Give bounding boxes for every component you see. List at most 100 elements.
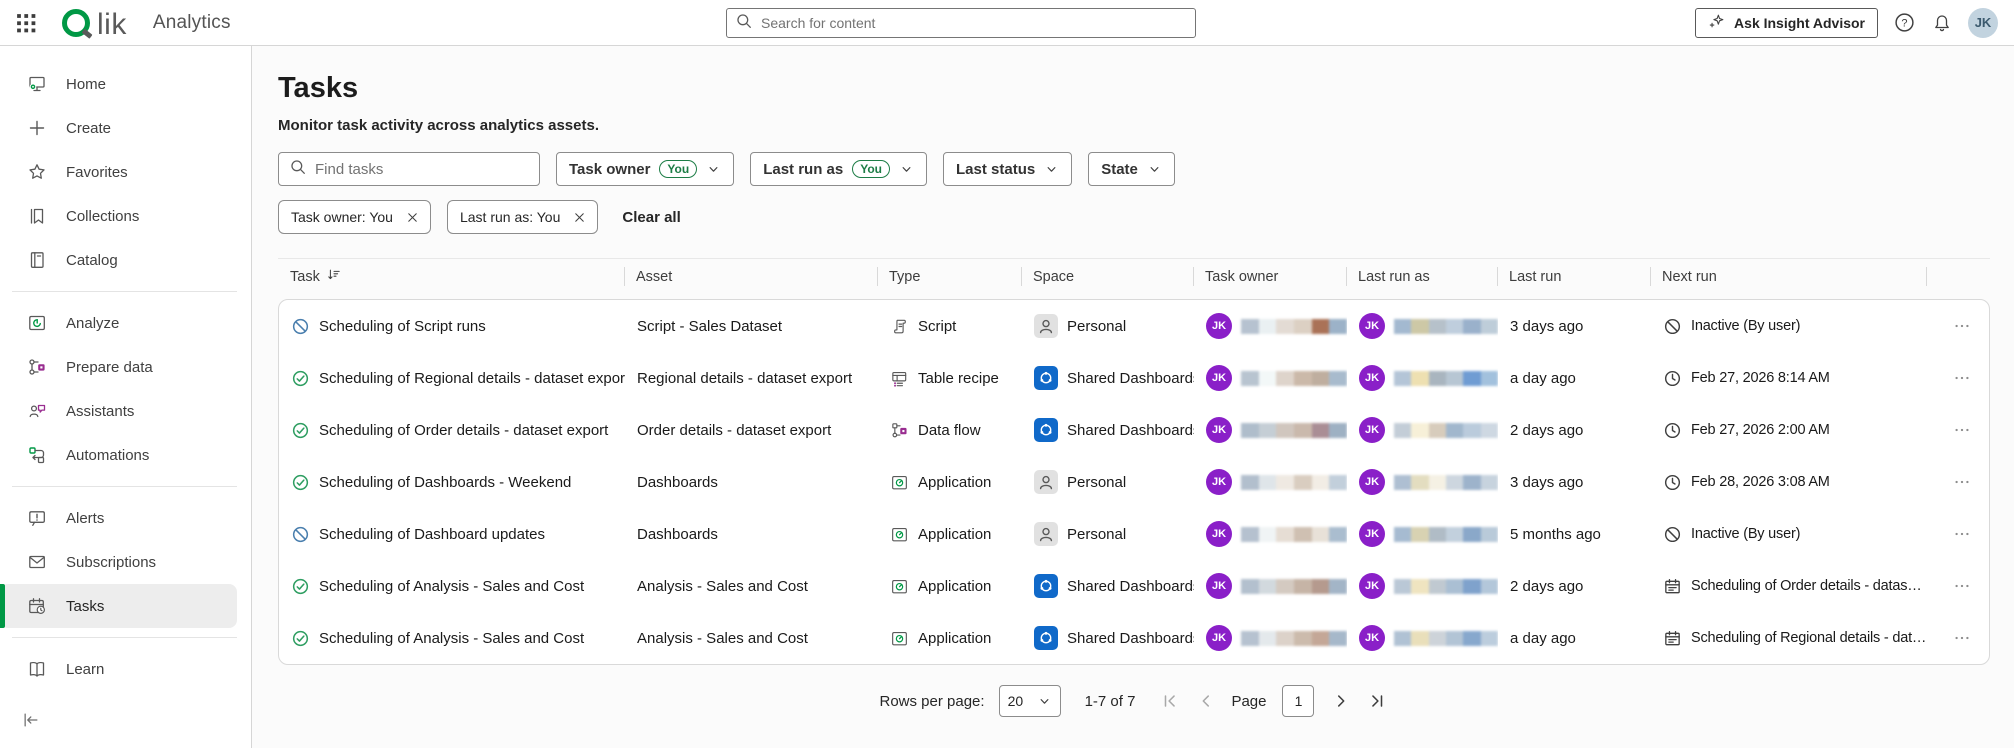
clear-all-button[interactable]: Clear all	[622, 208, 681, 226]
last-run-cell: 5 months ago	[1510, 525, 1601, 543]
task-owner-avatar: JK	[1206, 365, 1232, 391]
sidebar-item-collections[interactable]: Collections	[0, 194, 237, 238]
table-row[interactable]: Scheduling of Dashboards - Weekend Dashb…	[279, 456, 1989, 508]
table-row[interactable]: Scheduling of Analysis - Sales and Cost …	[279, 560, 1989, 612]
sidebar-item-label: Catalog	[66, 251, 118, 269]
sidebar-item-home[interactable]: Home	[0, 62, 237, 106]
clock-icon	[1663, 369, 1682, 388]
last-run-as-avatar: JK	[1359, 625, 1385, 651]
column-header-actions	[1926, 259, 1990, 294]
sidebar-item-learn[interactable]: Learn	[0, 647, 237, 691]
state-filter-button[interactable]: State	[1088, 152, 1175, 186]
page-number-input[interactable]	[1282, 685, 1315, 717]
type-data-flow-icon	[890, 421, 909, 440]
you-badge: You	[659, 160, 698, 178]
last-run-cell: 2 days ago	[1510, 577, 1584, 595]
row-actions-menu-icon[interactable]	[1953, 473, 1971, 491]
remove-chip-icon[interactable]	[405, 210, 420, 225]
last-run-as-avatar: JK	[1359, 573, 1385, 599]
remove-chip-icon[interactable]	[572, 210, 587, 225]
global-search-input[interactable]	[761, 15, 1187, 31]
previous-page-icon[interactable]	[1195, 690, 1217, 712]
first-page-icon[interactable]	[1159, 690, 1181, 712]
sidebar-item-catalog[interactable]: Catalog	[0, 238, 237, 282]
table-row[interactable]: Scheduling of Dashboard updates Dashboar…	[279, 508, 1989, 560]
column-header-task-owner[interactable]: Task owner	[1193, 259, 1346, 294]
column-header-last-run[interactable]: Last run	[1497, 259, 1650, 294]
column-header-task[interactable]: Task	[278, 259, 624, 294]
assistants-icon	[26, 400, 48, 422]
collapse-sidebar-icon[interactable]	[22, 711, 40, 734]
task-owner-filter-button[interactable]: Task owner You	[556, 152, 735, 186]
sidebar-item-alerts[interactable]: Alerts	[0, 496, 237, 540]
sidebar-item-prepare-data[interactable]: Prepare data	[0, 345, 237, 389]
sidebar-divider	[12, 291, 237, 292]
redacted-user-name	[1394, 630, 1498, 646]
sidebar-item-automations[interactable]: Automations	[0, 433, 237, 477]
filter-label: Task owner	[569, 160, 651, 178]
sidebar-item-label: Subscriptions	[66, 553, 157, 571]
column-header-type[interactable]: Type	[877, 259, 1021, 294]
space-shared-icon	[1034, 574, 1058, 598]
rows-per-page-select[interactable]: 20	[998, 685, 1061, 717]
sort-descending-icon[interactable]	[326, 267, 342, 287]
row-actions-menu-icon[interactable]	[1953, 525, 1971, 543]
chevron-down-icon	[1147, 162, 1162, 177]
column-header-last-run-as[interactable]: Last run as	[1346, 259, 1497, 294]
notifications-bell-icon[interactable]	[1930, 11, 1954, 35]
task-name: Scheduling of Analysis - Sales and Cost	[319, 577, 585, 595]
row-actions-menu-icon[interactable]	[1953, 369, 1971, 387]
column-header-space[interactable]: Space	[1021, 259, 1193, 294]
sidebar-item-analyze[interactable]: Analyze	[0, 301, 237, 345]
alerts-icon	[26, 507, 48, 529]
find-tasks-field[interactable]	[278, 152, 540, 186]
ask-insight-advisor-button[interactable]: Ask Insight Advisor	[1695, 7, 1878, 38]
chip-task-owner-you[interactable]: Task owner: You	[278, 200, 431, 234]
global-search[interactable]	[726, 8, 1196, 38]
last-run-as-avatar: JK	[1359, 521, 1385, 547]
chip-label: Task owner: You	[291, 209, 393, 225]
brand-area: lik Analytics	[16, 6, 231, 40]
clock-icon	[1663, 473, 1682, 492]
next-page-icon[interactable]	[1330, 690, 1352, 712]
last-run-cell: a day ago	[1510, 629, 1576, 647]
task-owner-avatar: JK	[1206, 417, 1232, 443]
app-switcher-icon[interactable]	[16, 11, 40, 35]
asset-cell: Dashboards	[637, 473, 718, 491]
row-actions-menu-icon[interactable]	[1953, 629, 1971, 647]
sidebar-item-subscriptions[interactable]: Subscriptions	[0, 540, 237, 584]
page-label: Page	[1231, 692, 1267, 710]
rows-per-page-label: Rows per page:	[879, 692, 985, 710]
column-header-asset[interactable]: Asset	[624, 259, 877, 294]
row-actions-menu-icon[interactable]	[1953, 317, 1971, 335]
inactive-icon	[1663, 525, 1682, 544]
find-tasks-input[interactable]	[315, 160, 529, 178]
tasks-table: Scheduling of Script runs Script - Sales…	[278, 299, 1990, 665]
column-header-next-run[interactable]: Next run	[1650, 259, 1926, 294]
sidebar-divider	[12, 637, 237, 638]
task-status-inactive-icon	[291, 525, 310, 544]
sidebar-item-assistants[interactable]: Assistants	[0, 389, 237, 433]
table-row[interactable]: Scheduling of Analysis - Sales and Cost …	[279, 612, 1989, 664]
chip-last-run-as-you[interactable]: Last run as: You	[446, 200, 599, 234]
sidebar-item-tasks[interactable]: Tasks	[0, 584, 237, 628]
table-row[interactable]: Scheduling of Script runs Script - Sales…	[279, 300, 1989, 352]
sidebar-item-favorites[interactable]: Favorites	[0, 150, 237, 194]
last-run-as-filter-button[interactable]: Last run as You	[750, 152, 928, 186]
task-name: Scheduling of Analysis - Sales and Cost	[319, 629, 585, 647]
filter-label: State	[1101, 160, 1138, 178]
sidebar-item-create[interactable]: Create	[0, 106, 237, 150]
qlik-q-mark	[62, 8, 93, 38]
last-page-icon[interactable]	[1366, 690, 1388, 712]
redacted-owner-name	[1241, 474, 1347, 490]
user-avatar[interactable]: JK	[1968, 7, 1998, 38]
table-row[interactable]: Scheduling of Regional details - dataset…	[279, 352, 1989, 404]
sidebar-item-label: Learn	[66, 660, 105, 678]
help-icon[interactable]: ?	[1892, 11, 1916, 35]
row-actions-menu-icon[interactable]	[1953, 421, 1971, 439]
last-status-filter-button[interactable]: Last status	[943, 152, 1073, 186]
table-row[interactable]: Scheduling of Order details - dataset ex…	[279, 404, 1989, 456]
row-actions-menu-icon[interactable]	[1953, 577, 1971, 595]
top-bar: lik Analytics Ask Insight Advisor ? JK	[0, 0, 2014, 46]
last-run-cell: 3 days ago	[1510, 473, 1584, 491]
